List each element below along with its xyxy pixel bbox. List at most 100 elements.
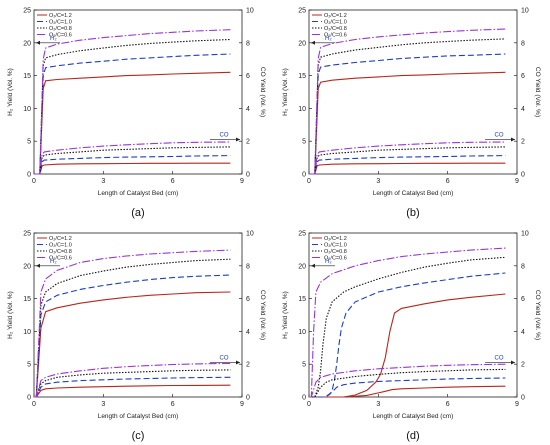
y-right-tick-label: 2 xyxy=(246,362,250,369)
legend-label: O₂/C=0.6 xyxy=(324,33,347,39)
co-annotation: CO xyxy=(495,133,504,139)
series-line-h2-3 xyxy=(34,249,231,398)
series-line-co-2 xyxy=(309,368,506,398)
y-right-tick-label: 6 xyxy=(246,296,250,303)
series-line-co-3 xyxy=(34,141,231,175)
series-line-co-1 xyxy=(34,376,231,398)
series-line-co-2 xyxy=(309,146,506,175)
series-line-h2-1 xyxy=(34,274,231,398)
y-right-tick-label: 8 xyxy=(246,263,250,270)
x-tick-label: 9 xyxy=(515,401,519,408)
y-right-tick-label: 6 xyxy=(521,296,525,303)
series-line-h2-0 xyxy=(309,293,506,398)
y-right-tick-label: 10 xyxy=(246,8,254,15)
y-left-tick-label: 25 xyxy=(23,231,31,238)
series-line-h2-2 xyxy=(34,38,231,175)
x-tick-label: 9 xyxy=(515,178,519,185)
y-left-tick-label: 10 xyxy=(298,329,306,336)
co-arrow-head xyxy=(511,137,515,142)
h2-annotation: H₂ xyxy=(325,259,332,265)
y-right-axis-title: CO Yield (Vol. %) xyxy=(534,67,541,117)
series-line-h2-0 xyxy=(34,291,231,398)
y-right-tick-label: 6 xyxy=(521,73,525,80)
y-left-tick-label: 20 xyxy=(298,40,306,47)
series-line-co-2 xyxy=(34,146,231,175)
series-line-h2-2 xyxy=(309,256,506,398)
legend-label: O₂/C=1.2 xyxy=(324,13,347,19)
series-line-co-0 xyxy=(309,385,506,398)
plot-frame xyxy=(308,232,518,398)
x-tick-label: 0 xyxy=(32,178,36,185)
legend-label: O₂/C=0.8 xyxy=(49,249,72,255)
y-left-tick-label: 5 xyxy=(302,362,306,369)
y-left-tick-label: 20 xyxy=(23,40,31,47)
x-tick-label: 9 xyxy=(240,401,244,408)
y-left-tick-label: 0 xyxy=(302,172,306,179)
x-tick-label: 6 xyxy=(446,178,450,185)
legend-label: O₂/C=0.8 xyxy=(324,249,347,255)
x-tick-label: 6 xyxy=(446,401,450,408)
y-left-tick-label: 10 xyxy=(23,329,31,336)
x-tick-label: 3 xyxy=(376,401,380,408)
y-left-tick-label: 25 xyxy=(298,231,306,238)
legend-label: O₂/C=0.8 xyxy=(49,26,72,32)
series-line-co-0 xyxy=(34,162,231,175)
y-right-tick-label: 0 xyxy=(521,395,525,402)
series-line-h2-1 xyxy=(309,53,506,175)
h2-annotation: H₂ xyxy=(325,36,332,42)
y-left-tick-label: 25 xyxy=(23,8,31,15)
legend-label: O₂/C=0.6 xyxy=(49,256,72,262)
co-arrow-head xyxy=(511,360,515,365)
y-right-tick-label: 2 xyxy=(246,139,250,146)
series-line-h2-3 xyxy=(34,29,231,175)
y-left-tick-label: 5 xyxy=(27,139,31,146)
co-arrow-head xyxy=(236,137,240,142)
series-line-h2-3 xyxy=(309,28,506,175)
series-line-h2-2 xyxy=(309,38,506,175)
h2-arrow-head xyxy=(311,263,315,268)
y-left-tick-label: 0 xyxy=(27,395,31,402)
y-left-axis-title: H₂ Yield (Vol. %) xyxy=(282,291,289,339)
y-right-tick-label: 10 xyxy=(521,231,529,238)
legend-label: O₂/C=1.2 xyxy=(49,13,72,19)
panel-label: (d) xyxy=(406,430,419,442)
y-right-tick-label: 8 xyxy=(521,263,525,270)
y-right-tick-label: 2 xyxy=(521,362,525,369)
y-left-axis-title: H₂ Yield (Vol. %) xyxy=(282,68,289,116)
x-axis-title: Length of Catalyst Bed (cm) xyxy=(373,190,454,197)
x-tick-label: 6 xyxy=(171,401,175,408)
series-line-co-0 xyxy=(309,162,506,175)
legend-label: O₂/C=1.0 xyxy=(49,243,72,249)
y-right-axis-title: CO Yield (Vol. %) xyxy=(259,290,266,340)
series-line-co-3 xyxy=(34,362,231,398)
y-right-tick-label: 4 xyxy=(521,329,525,336)
y-right-axis-title: CO Yield (Vol. %) xyxy=(534,290,541,340)
x-axis-title: Length of Catalyst Bed (cm) xyxy=(98,190,179,197)
series-line-h2-1 xyxy=(34,53,231,175)
legend-label: O₂/C=1.2 xyxy=(49,236,72,242)
h2-annotation: H₂ xyxy=(50,36,57,42)
y-left-axis-title: H₂ Yield (Vol. %) xyxy=(7,68,14,116)
legend-label: O₂/C=0.6 xyxy=(324,256,347,262)
y-right-tick-label: 10 xyxy=(521,8,529,15)
y-right-tick-label: 0 xyxy=(521,172,525,179)
y-left-tick-label: 15 xyxy=(23,73,31,80)
y-left-tick-label: 20 xyxy=(23,263,31,270)
series-line-co-1 xyxy=(309,155,506,175)
legend-label: O₂/C=0.8 xyxy=(324,26,347,32)
y-right-axis-title: CO Yield (Vol. %) xyxy=(259,67,266,117)
y-right-tick-label: 2 xyxy=(521,139,525,146)
y-right-tick-label: 8 xyxy=(246,40,250,47)
series-line-co-2 xyxy=(34,369,231,398)
y-right-tick-label: 8 xyxy=(521,40,525,47)
y-left-tick-label: 15 xyxy=(23,296,31,303)
series-line-co-3 xyxy=(309,141,506,175)
y-left-tick-label: 0 xyxy=(302,395,306,402)
h2-arrow-head xyxy=(311,40,315,45)
co-annotation: CO xyxy=(495,356,504,362)
y-left-axis-title: H₂ Yield (Vol. %) xyxy=(7,291,14,339)
y-left-tick-label: 10 xyxy=(23,106,31,113)
